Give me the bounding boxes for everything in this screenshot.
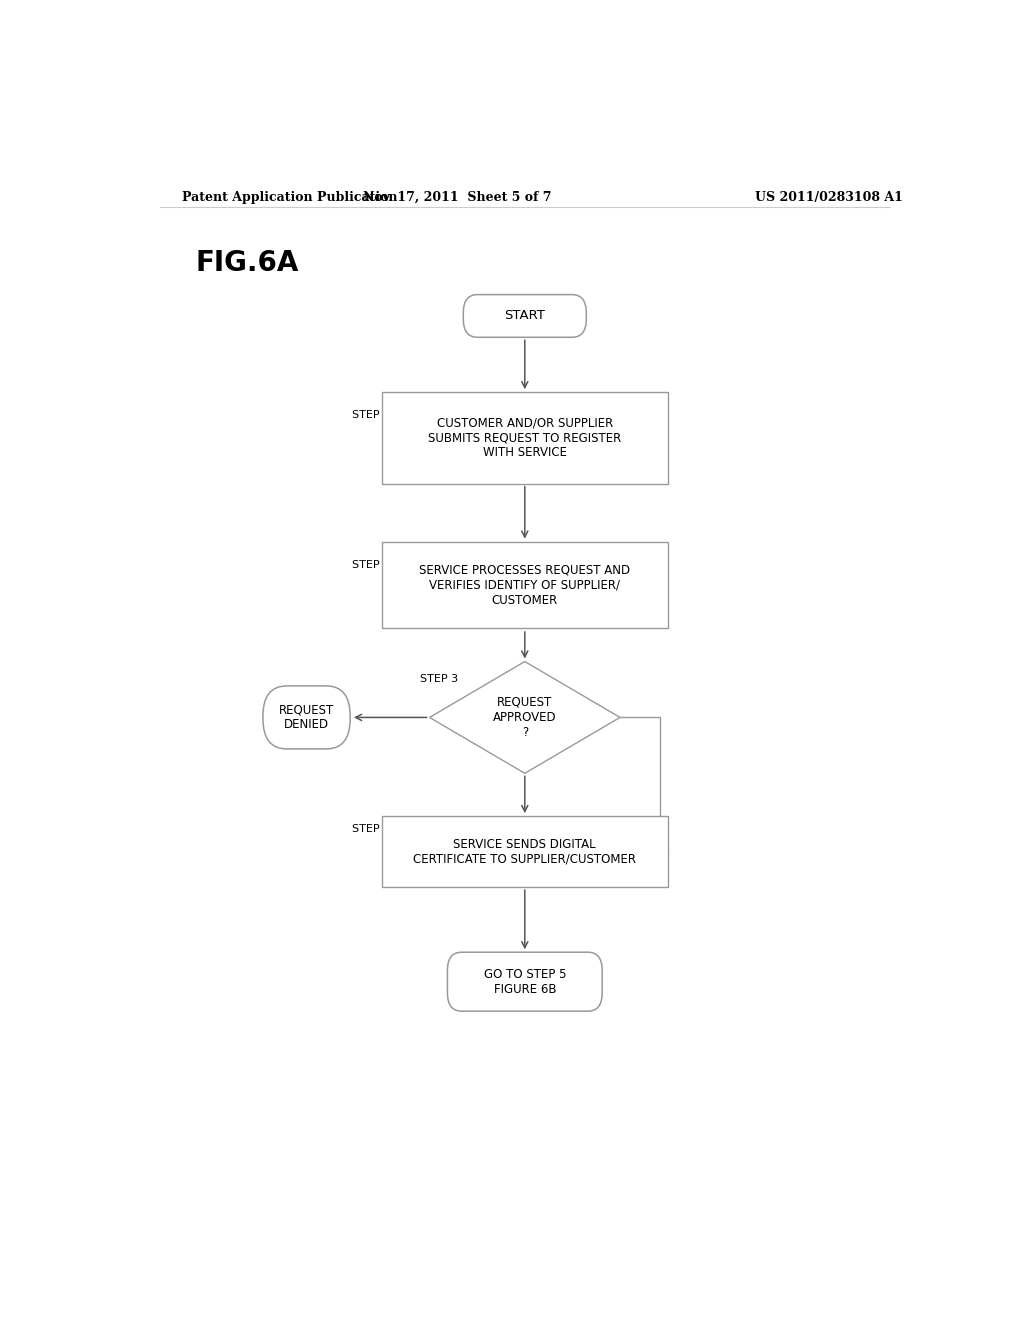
Text: STEP 2: STEP 2 [352,560,390,570]
Text: START: START [505,309,545,322]
Text: CUSTOMER AND/OR SUPPLIER
SUBMITS REQUEST TO REGISTER
WITH SERVICE: CUSTOMER AND/OR SUPPLIER SUBMITS REQUEST… [428,416,622,459]
Polygon shape [430,661,620,774]
Bar [382,816,668,887]
Text: STEP 4: STEP 4 [352,824,390,834]
Text: Patent Application Publication: Patent Application Publication [182,190,397,203]
Text: REQUEST
DENIED: REQUEST DENIED [279,704,334,731]
Bar [382,392,668,483]
Text: SERVICE PROCESSES REQUEST AND
VERIFIES IDENTIFY OF SUPPLIER/
CUSTOMER: SERVICE PROCESSES REQUEST AND VERIFIES I… [419,564,631,607]
FancyBboxPatch shape [447,952,602,1011]
Text: STEP 1: STEP 1 [352,409,390,420]
Text: US 2011/0283108 A1: US 2011/0283108 A1 [755,190,903,203]
Bar [382,543,668,628]
Text: GO TO STEP 5
FIGURE 6B: GO TO STEP 5 FIGURE 6B [483,968,566,995]
FancyBboxPatch shape [463,294,587,338]
FancyBboxPatch shape [263,686,350,748]
Text: STEP 3: STEP 3 [420,673,458,684]
Text: SERVICE SENDS DIGITAL
CERTIFICATE TO SUPPLIER/CUSTOMER: SERVICE SENDS DIGITAL CERTIFICATE TO SUP… [414,838,636,866]
Text: Nov. 17, 2011  Sheet 5 of 7: Nov. 17, 2011 Sheet 5 of 7 [364,190,552,203]
Text: REQUEST
APPROVED
?: REQUEST APPROVED ? [493,696,557,739]
Text: FIG.6A: FIG.6A [196,249,299,277]
